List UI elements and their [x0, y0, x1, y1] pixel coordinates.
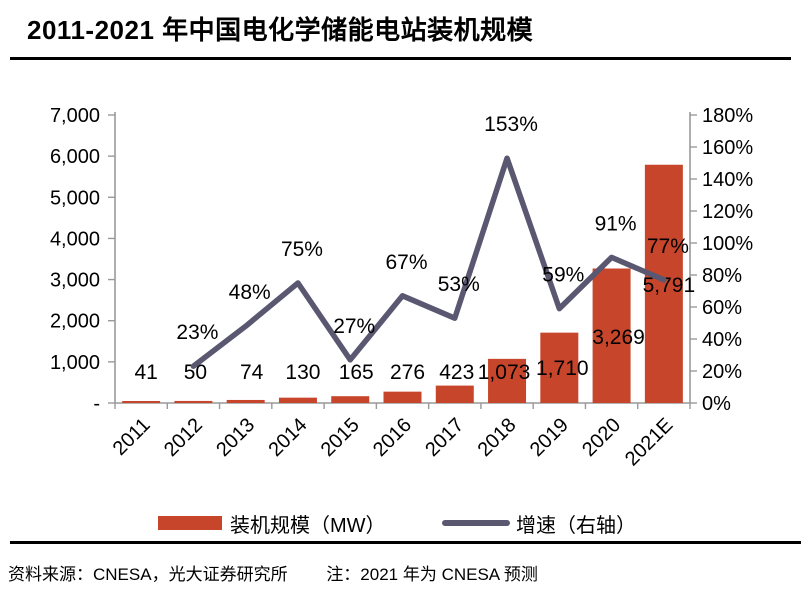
bar-2014: [278, 397, 317, 403]
x-tick-label: 2015: [317, 414, 364, 461]
bar-label: 3,269: [592, 326, 645, 349]
y-tick-label-right: 120%: [702, 201, 753, 223]
footer: 资料来源：CNESA，光大证券研究所 注：2021 年为 CNESA 预测: [8, 560, 798, 585]
y-tick-label-right: 100%: [702, 233, 753, 255]
title-divider: [10, 57, 791, 60]
bar-2020: [592, 268, 631, 403]
bar-label: 1,073: [478, 361, 531, 384]
bar-2012: [174, 400, 213, 403]
bar-label: 165: [339, 361, 374, 384]
x-tick-label: 2014: [264, 414, 311, 461]
x-tick-label: 2016: [369, 414, 416, 461]
y-tick-label-left: 4,000: [50, 228, 100, 250]
legend-line-swatch: [442, 520, 510, 526]
bar-2017: [435, 385, 474, 403]
x-tick-label: 2011: [109, 414, 155, 460]
growth-label: 27%: [333, 315, 375, 338]
bar-2019: [540, 332, 579, 403]
legend-bar-swatch: [158, 516, 222, 530]
bar-label: 50: [184, 361, 207, 384]
bar-label: 1,710: [536, 357, 589, 380]
y-tick-label-right: 0%: [702, 393, 731, 415]
growth-label: 48%: [229, 281, 271, 304]
y-tick-label-left: 6,000: [50, 146, 100, 168]
growth-label: 75%: [281, 238, 323, 261]
x-tick-label: 2020: [578, 414, 625, 461]
legend-item-capacity: 装机规模（MW）: [158, 506, 386, 540]
x-tick-label: 2017: [421, 414, 468, 461]
growth-label: 59%: [542, 264, 584, 287]
legend-capacity-label: 装机规模（MW）: [230, 514, 386, 537]
growth-label: 67%: [385, 251, 427, 274]
growth-label: 53%: [438, 273, 480, 296]
x-tick-label: 2021E: [621, 414, 677, 470]
bar-2013: [226, 399, 265, 403]
y-tick-label-right: 160%: [702, 137, 753, 159]
forecast-note: 注：2021 年为 CNESA 预测: [326, 565, 538, 584]
bar-2011: [122, 401, 161, 403]
source-note: 资料来源：CNESA，光大证券研究所: [8, 565, 288, 584]
y-tick-label-left: 2,000: [50, 311, 100, 333]
bar-label: 41: [134, 361, 157, 384]
bar-2015: [331, 396, 370, 403]
growth-label: 91%: [595, 212, 637, 235]
figure-title: 2011-2021 年中国电化学储能电站装机规模: [27, 15, 534, 45]
x-tick-label: 2019: [526, 414, 573, 461]
growth-label: 77%: [647, 235, 689, 258]
growth-label: 153%: [484, 113, 538, 136]
legend-item-growth: 增速（右轴）: [442, 506, 636, 540]
growth-label: 23%: [176, 321, 218, 344]
y-tick-label-right: 180%: [702, 105, 753, 127]
bar-2021E: [644, 164, 683, 403]
y-tick-label-left: 1,000: [50, 352, 100, 374]
bar-2018: [488, 358, 527, 403]
chart-legend: 装机规模（MW） 增速（右轴）: [0, 506, 801, 540]
bar-label: 5,791: [643, 274, 696, 297]
x-tick-label: 2012: [160, 414, 207, 461]
y-tick-label-right: 60%: [702, 297, 742, 319]
bar-label: 74: [240, 361, 264, 384]
legend-growth-label: 增速（右轴）: [516, 514, 636, 537]
bar-label: 276: [390, 361, 425, 384]
y-tick-label-left: 5,000: [50, 187, 100, 209]
y-tick-label-right: 80%: [702, 265, 742, 287]
growth-line: [190, 155, 667, 369]
y-tick-label-right: 140%: [702, 169, 753, 191]
bar-label: 423: [439, 361, 474, 384]
bar-2016: [383, 391, 422, 403]
footer-divider: [10, 541, 801, 544]
x-tick-label: 2018: [474, 414, 521, 461]
y-tick-label-left: -: [93, 393, 100, 415]
y-tick-label-right: 20%: [702, 361, 742, 383]
y-tick-label-left: 7,000: [50, 105, 100, 127]
y-tick-label-left: 3,000: [50, 270, 100, 292]
x-tick-label: 2013: [212, 414, 259, 461]
bar-label: 130: [285, 361, 320, 384]
y-tick-label-right: 40%: [702, 329, 742, 351]
